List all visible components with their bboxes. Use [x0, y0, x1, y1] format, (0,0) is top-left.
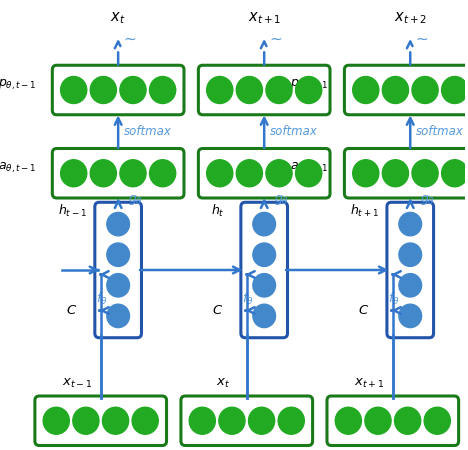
Circle shape	[107, 212, 130, 236]
Text: $p_{{\theta,t-1}}$: $p_{{\theta,t-1}}$	[0, 77, 37, 92]
Text: $a_{{\theta,t-1}}$: $a_{{\theta,t-1}}$	[0, 161, 37, 175]
Circle shape	[102, 407, 129, 434]
FancyBboxPatch shape	[198, 65, 330, 115]
Circle shape	[253, 274, 276, 297]
FancyBboxPatch shape	[387, 202, 433, 338]
Circle shape	[253, 304, 276, 328]
Circle shape	[253, 243, 276, 266]
FancyBboxPatch shape	[241, 202, 287, 338]
Circle shape	[61, 76, 87, 104]
Text: $f_\theta$: $f_\theta$	[96, 291, 108, 307]
Text: $f_\theta$: $f_\theta$	[388, 291, 400, 307]
Circle shape	[365, 407, 391, 434]
Text: $x_{{t+1}}$: $x_{{t+1}}$	[248, 10, 281, 26]
Circle shape	[399, 304, 422, 328]
Text: $p_{{\theta,t}}$: $p_{{\theta,t}}$	[152, 77, 175, 92]
Text: $f_\theta$: $f_\theta$	[242, 291, 254, 307]
FancyBboxPatch shape	[35, 396, 167, 446]
Text: $p_{{\theta,t+1}}$: $p_{{\theta,t+1}}$	[290, 77, 329, 92]
Circle shape	[296, 76, 322, 104]
Circle shape	[107, 304, 130, 328]
Circle shape	[189, 407, 215, 434]
Text: $g_\theta$: $g_\theta$	[128, 193, 143, 207]
Text: $C$: $C$	[212, 304, 223, 317]
Text: $g_\theta$: $g_\theta$	[420, 193, 435, 207]
Circle shape	[90, 76, 117, 104]
Circle shape	[266, 160, 292, 187]
Text: softmax: softmax	[416, 125, 464, 138]
Circle shape	[399, 243, 422, 266]
FancyBboxPatch shape	[95, 202, 141, 338]
Circle shape	[219, 407, 245, 434]
Text: $\sim$: $\sim$	[267, 31, 283, 46]
FancyBboxPatch shape	[52, 65, 184, 115]
Text: $g_\theta$: $g_\theta$	[274, 193, 289, 207]
Text: $h_{{t-1}}$: $h_{{t-1}}$	[58, 203, 87, 219]
Text: $\sim$: $\sim$	[121, 31, 137, 46]
Circle shape	[249, 407, 275, 434]
Circle shape	[43, 407, 69, 434]
Text: softmax: softmax	[270, 125, 318, 138]
Circle shape	[382, 76, 409, 104]
Text: $h_{{t+1}}$: $h_{{t+1}}$	[350, 203, 379, 219]
Circle shape	[90, 160, 117, 187]
Circle shape	[207, 76, 233, 104]
Circle shape	[395, 407, 421, 434]
FancyBboxPatch shape	[344, 65, 468, 115]
Circle shape	[442, 76, 468, 104]
Circle shape	[296, 160, 322, 187]
Text: $a_{{\theta,t}}$: $a_{{\theta,t}}$	[152, 161, 175, 175]
Circle shape	[120, 76, 146, 104]
Text: $h_{t}$: $h_{t}$	[212, 203, 225, 219]
Circle shape	[412, 160, 438, 187]
Circle shape	[150, 160, 176, 187]
Text: $C$: $C$	[358, 304, 369, 317]
FancyBboxPatch shape	[327, 396, 459, 446]
FancyBboxPatch shape	[198, 148, 330, 198]
Text: $a_{{\theta,t+1}}$: $a_{{\theta,t+1}}$	[290, 161, 329, 175]
Circle shape	[278, 407, 304, 434]
Circle shape	[61, 160, 87, 187]
Circle shape	[424, 407, 450, 434]
Circle shape	[399, 212, 422, 236]
Text: $C$: $C$	[66, 304, 77, 317]
Circle shape	[353, 160, 379, 187]
Circle shape	[382, 160, 409, 187]
Circle shape	[399, 274, 422, 297]
Circle shape	[266, 76, 292, 104]
Circle shape	[442, 160, 468, 187]
Circle shape	[73, 407, 99, 434]
Circle shape	[236, 160, 263, 187]
Circle shape	[412, 76, 438, 104]
Circle shape	[253, 212, 276, 236]
FancyBboxPatch shape	[181, 396, 313, 446]
Text: $x_{{t+1}}$: $x_{{t+1}}$	[354, 377, 384, 390]
Text: softmax: softmax	[124, 125, 172, 138]
FancyBboxPatch shape	[344, 148, 468, 198]
Circle shape	[207, 160, 233, 187]
Circle shape	[236, 76, 263, 104]
Circle shape	[107, 274, 130, 297]
Text: $x_{{t-1}}$: $x_{{t-1}}$	[62, 377, 92, 390]
Circle shape	[335, 407, 361, 434]
Circle shape	[120, 160, 146, 187]
Circle shape	[353, 76, 379, 104]
Circle shape	[150, 76, 176, 104]
Text: $x_{t}$: $x_{t}$	[110, 10, 126, 26]
Text: $\sim$: $\sim$	[413, 31, 429, 46]
Text: $x_{{t+2}}$: $x_{{t+2}}$	[394, 10, 427, 26]
FancyBboxPatch shape	[52, 148, 184, 198]
Circle shape	[107, 243, 130, 266]
Text: $x_{t}$: $x_{t}$	[216, 377, 230, 390]
Circle shape	[132, 407, 158, 434]
